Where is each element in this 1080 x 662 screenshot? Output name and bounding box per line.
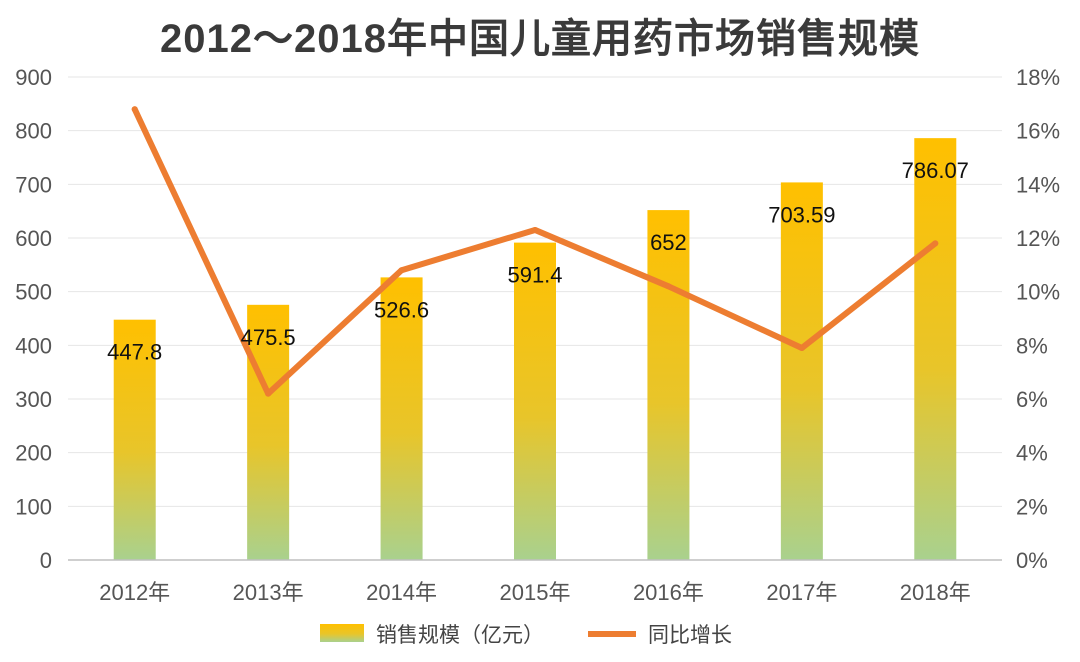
y-right-tick-label: 16% — [1016, 119, 1060, 144]
bar — [647, 210, 690, 561]
growth-point — [131, 106, 138, 113]
x-tick-label: 2017年 — [766, 580, 837, 605]
growth-point — [665, 283, 672, 290]
y-right-tick-label: 8% — [1016, 333, 1048, 358]
x-tick-label: 2015年 — [500, 580, 571, 605]
growth-point — [265, 390, 272, 397]
chart-title: 2012～2018年中国儿童用药市场销售规模 — [160, 17, 920, 61]
y-left-tick-label: 100 — [15, 494, 52, 519]
y-left-tick-label: 300 — [15, 387, 52, 412]
bar — [514, 242, 556, 560]
data-label: 591.4 — [507, 263, 562, 288]
y-left-tick-label: 700 — [15, 172, 52, 197]
y-right-tick-label: 14% — [1016, 172, 1060, 197]
bar — [247, 304, 290, 560]
x-tick-label: 2016年 — [633, 580, 704, 605]
growth-point — [532, 226, 538, 233]
y-left-tick-label: 400 — [15, 333, 52, 358]
y-left-tick-label: 500 — [15, 280, 52, 305]
data-label: 475.5 — [241, 325, 296, 350]
x-tick-label: 2012年 — [99, 580, 170, 605]
y-right-tick-label: 0% — [1016, 548, 1048, 573]
bar — [914, 138, 957, 560]
y-right-tick-label: 2% — [1016, 494, 1048, 519]
y-right-tick-label: 6% — [1016, 387, 1048, 412]
y-left-tick-label: 900 — [15, 65, 52, 90]
bar — [380, 277, 423, 560]
x-tick-label: 2014年 — [366, 580, 437, 605]
y-left-tick-label: 0 — [40, 548, 52, 573]
bar — [780, 182, 823, 561]
data-label: 447.8 — [107, 340, 162, 365]
growth-point — [798, 345, 805, 352]
data-label: 703.59 — [768, 202, 835, 227]
legend-bar-swatch — [320, 624, 364, 642]
growth-point — [398, 267, 405, 274]
growth-point — [932, 240, 939, 247]
legend-line-label: 同比增长 — [648, 624, 732, 647]
y-right-tick-label: 10% — [1016, 280, 1060, 305]
data-label: 652 — [650, 230, 687, 255]
y-right-tick-label: 12% — [1016, 226, 1060, 251]
data-label: 786.07 — [902, 158, 969, 183]
y-left-tick-label: 200 — [15, 441, 52, 466]
y-left-tick-label: 800 — [15, 119, 52, 144]
x-tick-label: 2013年 — [233, 580, 304, 605]
y-left-tick-label: 600 — [15, 226, 52, 251]
y-right-tick-label: 4% — [1016, 441, 1048, 466]
data-label: 526.6 — [374, 297, 429, 322]
legend-bar-label: 销售规模（亿元） — [376, 624, 544, 647]
y-right-tick-label: 18% — [1016, 65, 1060, 90]
bar — [113, 319, 156, 560]
x-tick-label: 2018年 — [900, 580, 971, 605]
